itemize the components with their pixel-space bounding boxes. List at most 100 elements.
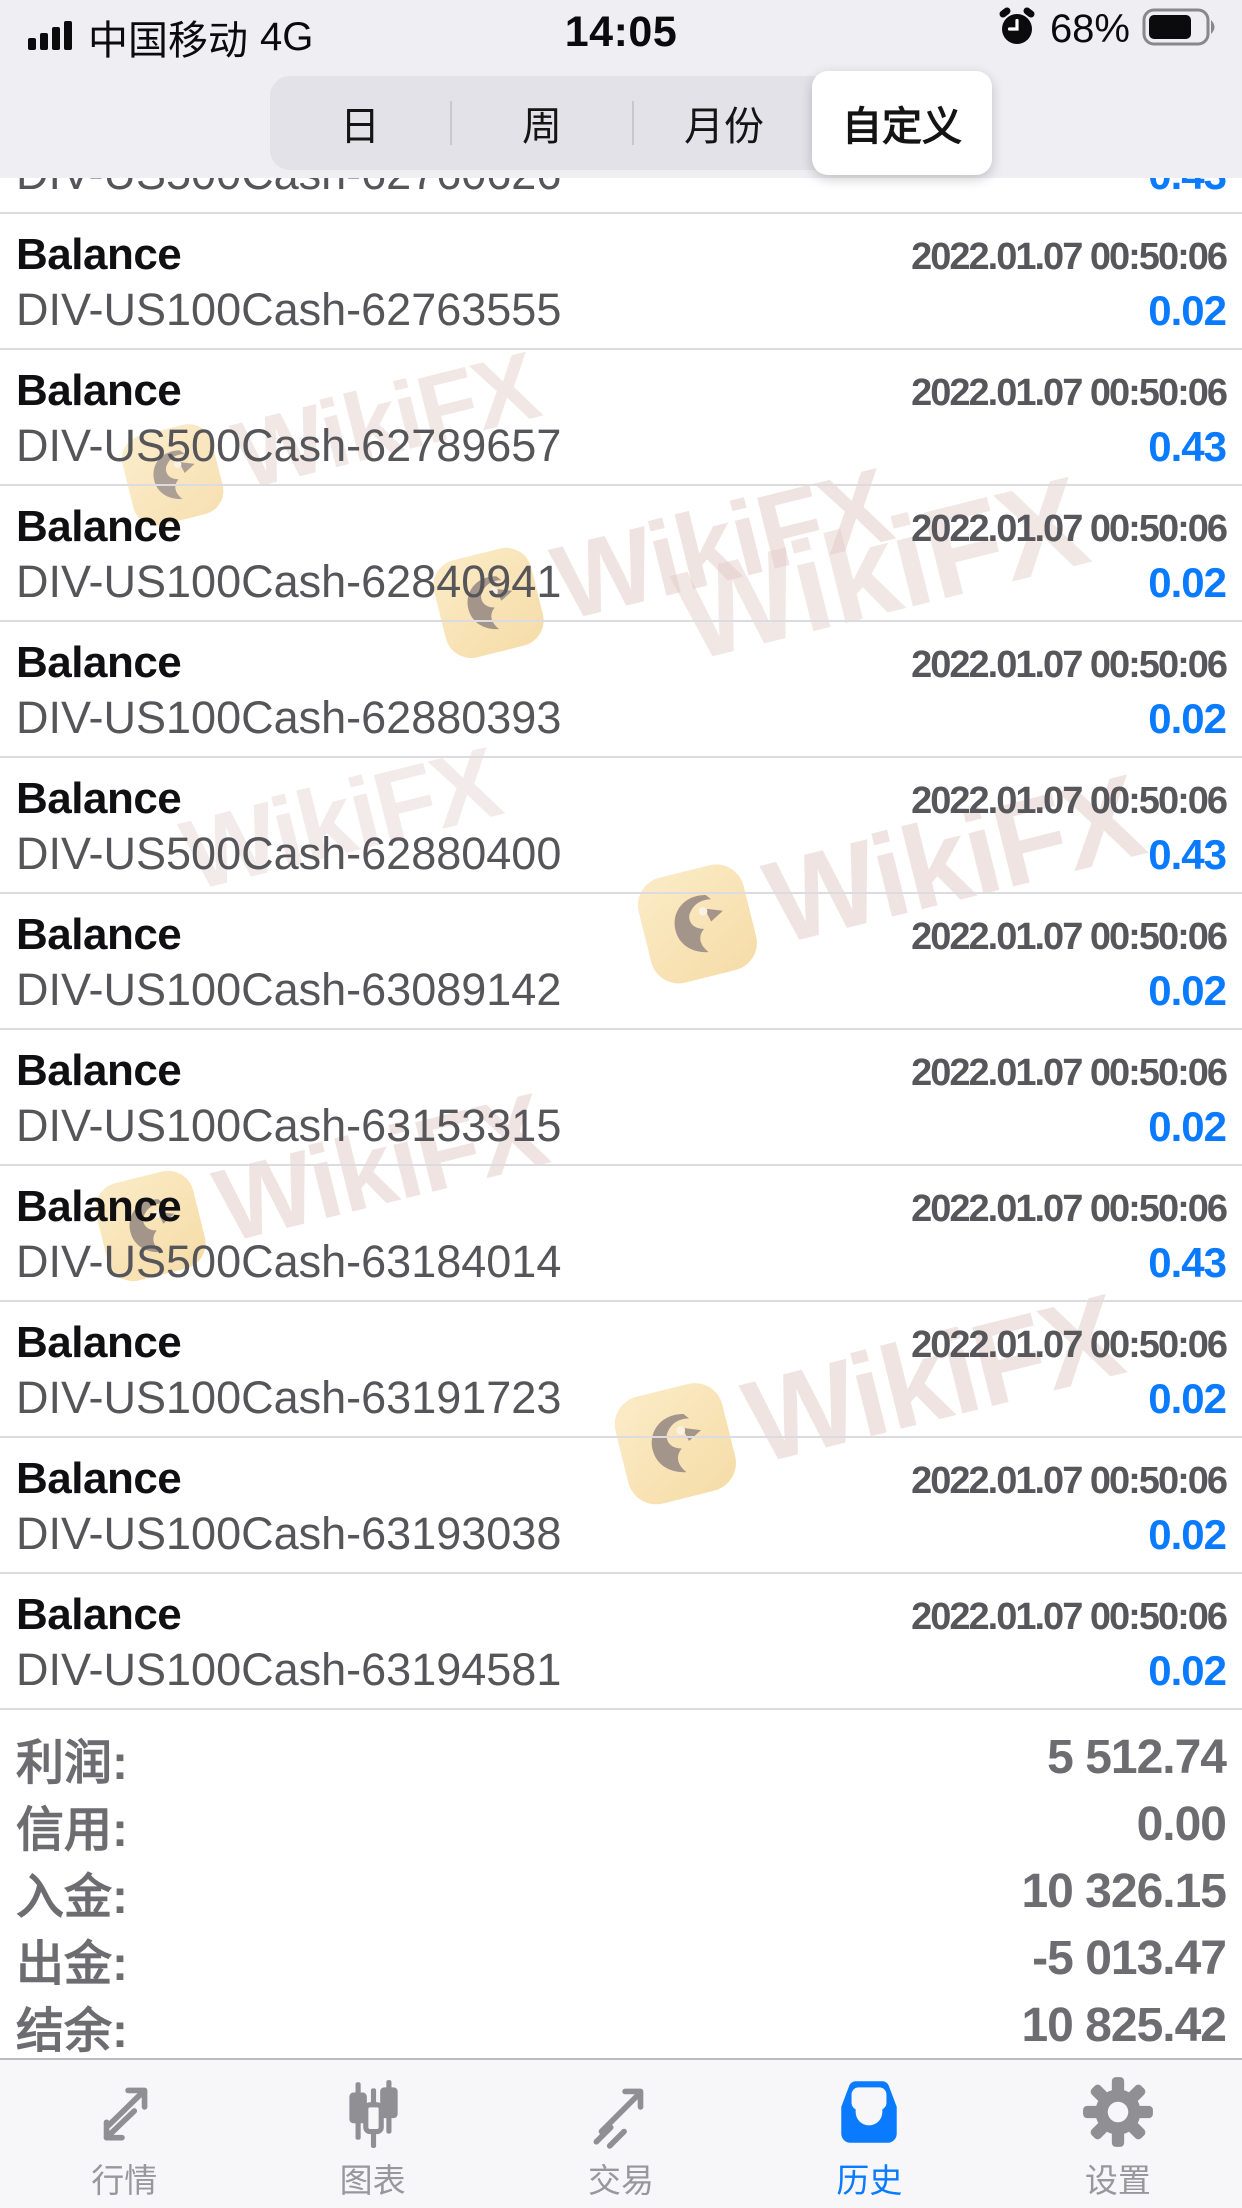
row-datetime: 2022.01.07 00:50:06 [911,1052,1228,1094]
row-deal-name: DIV-US500Cash-62789657 [16,420,562,471]
summary-value: 0.00 [1136,1798,1227,1851]
period-segmented-control: 日 周 月份 自定义 [270,71,992,175]
summary-label: 利润: [16,1736,128,1790]
candlestick-chart-icon [335,2072,411,2152]
row-type-label: Balance [16,638,182,687]
tab-label: 行情 [91,2162,158,2199]
summary-line: 入金: 10 326.15 [16,1858,1227,1925]
summary-line: 结余: 10 825.42 [16,1992,1227,2059]
row-datetime: 2022.01.07 00:50:06 [911,1460,1228,1502]
history-row[interactable]: Balance 2022.01.07 00:50:06 DIV-US100Cas… [0,894,1242,1030]
row-deal-name: DIV-US100Cash-63153315 [16,1100,562,1151]
battery-percent-label: 68% [1049,7,1130,51]
history-row[interactable]: Balance 2022.01.07 00:50:06 DIV-US100Cas… [0,1438,1242,1574]
row-datetime: 2022.01.07 00:50:06 [911,236,1228,278]
row-value: 0.02 [1148,1103,1227,1150]
summary-value: 10 825.42 [1021,1999,1227,2052]
row-datetime: 2022.01.07 00:50:06 [911,372,1228,414]
gear-icon [1080,2072,1156,2152]
battery-icon [1142,8,1218,51]
row-type-label: Balance [16,1590,182,1639]
summary-label: 结余: [16,2004,128,2058]
history-row-clipped[interactable]: DIV-US500Cash-62760626 0.43 [0,178,1242,214]
header: 中国移动 4G 14:05 68% [0,0,1242,178]
row-type-label: Balance [16,1046,182,1095]
tab-custom[interactable]: 自定义 [812,71,992,175]
row-value: 0.02 [1148,1647,1227,1694]
row-datetime: 2022.01.07 00:50:06 [911,1324,1228,1366]
row-type-label: Balance [16,1454,182,1503]
network-type-label: 4G [260,14,314,59]
row-value: 0.43 [1148,831,1227,878]
tab-quotes[interactable]: 行情 [0,2060,248,2208]
row-datetime: 2022.01.07 00:50:06 [911,644,1228,686]
row-type-label: Balance [16,910,182,959]
summary-label: 出金: [16,1937,128,1991]
row-datetime: 2022.01.07 00:50:06 [911,780,1228,822]
row-value: 0.02 [1148,967,1227,1014]
tab-charts[interactable]: 图表 [248,2060,496,2208]
tab-month[interactable]: 月份 [684,105,764,149]
tab-label: 图表 [339,2162,406,2199]
row-deal-name: DIV-US100Cash-62880393 [16,692,562,743]
history-row[interactable]: Balance 2022.01.07 00:50:06 DIV-US100Cas… [0,1302,1242,1438]
summary-line: 信用: 0.00 [16,1791,1227,1858]
row-deal-name: DIV-US100Cash-62763555 [16,284,562,335]
carrier-label: 中国移动 [88,19,248,63]
tab-settings[interactable]: 设置 [994,2060,1242,2208]
row-deal-name: DIV-US100Cash-63191723 [16,1372,562,1423]
history-row[interactable]: Balance 2022.01.07 00:50:06 DIV-US100Cas… [0,1574,1242,1710]
row-type-label: Balance [16,502,182,551]
row-deal-name: DIV-US100Cash-62840941 [16,556,562,607]
status-time: 14:05 [564,8,678,56]
summary-value: -5 013.47 [1032,1932,1227,1985]
row-value: 0.02 [1148,559,1227,606]
history-row[interactable]: Balance 2022.01.07 00:50:06 DIV-US100Cas… [0,486,1242,622]
row-datetime: 2022.01.07 00:50:06 [911,1596,1228,1638]
tab-day[interactable]: 日 [340,105,380,149]
row-deal-name: DIV-US500Cash-63184014 [16,1236,562,1287]
row-value: 0.43 [1148,423,1227,470]
tab-week[interactable]: 周 [522,105,562,149]
row-value: 0.02 [1148,1511,1227,1558]
history-archive-icon [831,2072,907,2152]
segment-divider [632,101,634,145]
history-row[interactable]: Balance 2022.01.07 00:50:06 DIV-US100Cas… [0,1030,1242,1166]
bottom-tab-bar: 行情 图表 交易 [0,2058,1242,2208]
row-value: 0.43 [1148,1239,1227,1286]
status-bar: 中国移动 4G 14:05 68% [0,0,1242,68]
row-type-label: Balance [16,1318,182,1367]
history-row[interactable]: Balance 2022.01.07 00:50:06 DIV-US100Cas… [0,622,1242,758]
row-datetime: 2022.01.07 00:50:06 [911,1188,1228,1230]
row-type-label: Balance [16,230,182,279]
row-datetime: 2022.01.07 00:50:06 [911,916,1228,958]
signal-bars-icon [28,18,76,57]
segment-divider [450,101,452,145]
row-datetime: 2022.01.07 00:50:06 [911,508,1228,550]
row-deal-name: DIV-US100Cash-63089142 [16,964,562,1015]
summary-line: 利润: 5 512.74 [16,1724,1227,1791]
summary-value: 10 326.15 [1021,1865,1227,1918]
trade-arrow-icon [583,2072,659,2152]
history-row[interactable]: Balance 2022.01.07 00:50:06 DIV-US500Cas… [0,1166,1242,1302]
row-value: 0.02 [1148,1375,1227,1422]
tab-history[interactable]: 历史 [745,2060,993,2208]
row-value: 0.02 [1148,695,1227,742]
history-row[interactable]: Balance 2022.01.07 00:50:06 DIV-US500Cas… [0,758,1242,894]
row-deal-name: DIV-US500Cash-62760626 [16,178,561,200]
history-row[interactable]: Balance 2022.01.07 00:50:06 DIV-US100Cas… [0,214,1242,350]
summary-label: 入金: [16,1870,128,1924]
history-list: DIV-US500Cash-62760626 0.43 Balance 2022… [0,178,1242,2059]
summary-line: 出金: -5 013.47 [16,1925,1227,1992]
row-deal-name: DIV-US500Cash-62880400 [16,828,562,879]
row-type-label: Balance [16,774,182,823]
tab-trade[interactable]: 交易 [497,2060,745,2208]
tab-label: 交易 [588,2162,655,2199]
row-deal-name: DIV-US100Cash-63194581 [16,1644,562,1695]
account-summary: 利润: 5 512.74 信用: 0.00 入金: 10 326.15 出金: … [0,1710,1242,2059]
summary-label: 信用: [16,1803,128,1857]
history-row[interactable]: Balance 2022.01.07 00:50:06 DIV-US500Cas… [0,350,1242,486]
row-type-label: Balance [16,366,182,415]
tab-label: 设置 [1084,2162,1151,2199]
row-value: 0.02 [1148,287,1227,334]
